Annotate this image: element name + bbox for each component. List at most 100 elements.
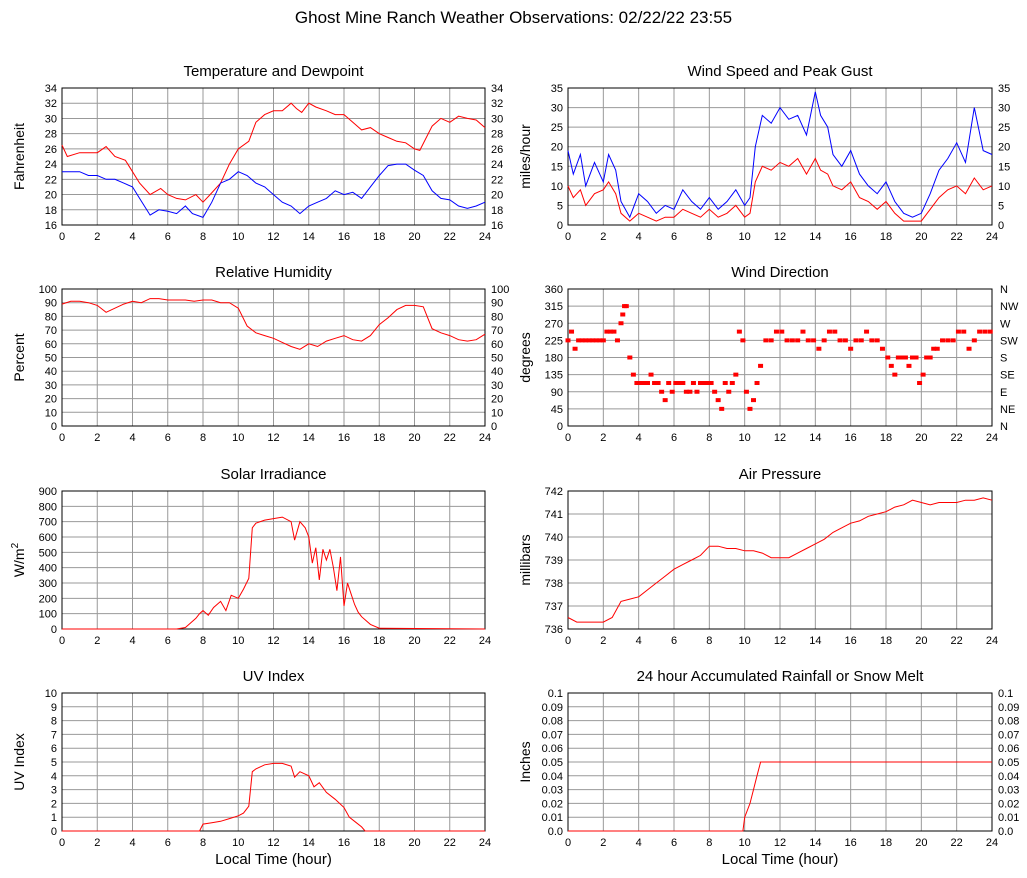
winddir-point [982, 329, 988, 334]
winddir-point [940, 338, 946, 343]
rain-ytick-label: 0.1 [548, 688, 563, 700]
rh-xtick-label: 10 [232, 432, 244, 444]
winddir-compass-label: NW [1000, 301, 1019, 313]
winddir-point [641, 380, 647, 385]
winddir-point [572, 346, 578, 351]
solar-xtick-label: 4 [129, 635, 135, 647]
pressure-ytick-label: 738 [545, 578, 563, 590]
rain-ytick-label: 0.06 [542, 743, 563, 755]
winddir-point [600, 338, 606, 343]
pressure-ytick-label: 736 [545, 624, 563, 636]
winddir-xtick-label: 12 [774, 432, 786, 444]
rh-ytick-label-right: 60 [491, 339, 503, 351]
temp-ytick-label: 20 [45, 190, 57, 202]
rh-ytick-label: 60 [45, 339, 57, 351]
winddir-xtick-label: 18 [880, 432, 892, 444]
winddir-point [837, 338, 843, 343]
winddir-point [961, 329, 967, 334]
rh-ytick-label-right: 50 [491, 353, 503, 365]
uv-xtick-label: 16 [338, 837, 350, 849]
wind-xtick-label: 22 [951, 231, 963, 243]
rain-ytick-label-right: 0.05 [998, 757, 1019, 769]
temp-xtick-label: 2 [94, 231, 100, 243]
rain-ytick-label-right: 0.02 [998, 798, 1019, 810]
wind-ylabel: miles/hour [517, 124, 533, 189]
winddir-title: Wind Direction [731, 264, 829, 281]
winddir-point [637, 380, 643, 385]
rain-xtick-label: 4 [636, 837, 642, 849]
winddir-point [659, 389, 665, 394]
solar-ytick-label: 800 [39, 501, 57, 513]
temp-ytick-label: 34 [45, 83, 57, 95]
wind-frame [567, 87, 993, 226]
rain-xtick-label: 16 [845, 837, 857, 849]
winddir-xtick-label: 14 [809, 432, 821, 444]
wind-title: Wind Speed and Peak Gust [687, 63, 873, 80]
uv-xtick-label: 2 [94, 837, 100, 849]
pressure-series-line-0 [567, 497, 993, 623]
winddir-point [955, 329, 961, 334]
rain-ytick-label-right: 0.04 [998, 771, 1019, 783]
uv-series-line-0 [62, 762, 485, 832]
wind-ytick-label-right: 35 [998, 83, 1010, 95]
solar-xtick-label: 10 [232, 635, 244, 647]
temp-ytick-label-right: 16 [491, 220, 503, 232]
temp-frame [61, 87, 486, 226]
pressure-xtick-label: 4 [636, 635, 642, 647]
winddir-point [848, 346, 854, 351]
winddir-point [740, 338, 746, 343]
temp-xtick-label: 14 [303, 231, 315, 243]
winddir-point [987, 329, 993, 334]
wind-xtick-label: 4 [636, 231, 642, 243]
rh-xtick-label: 24 [479, 432, 491, 444]
wind-xtick-label: 24 [986, 231, 998, 243]
wind-xtick-label: 2 [600, 231, 606, 243]
wind-ytick-label-right: 15 [998, 161, 1010, 173]
wind-xtick-label: 6 [671, 231, 677, 243]
uv-ytick-label: 7 [51, 729, 57, 741]
winddir-point [618, 321, 624, 326]
winddir-point [864, 329, 870, 334]
winddir-point [977, 329, 983, 334]
wind-xtick-label: 8 [706, 231, 712, 243]
rh-ytick-label-right: 100 [491, 284, 509, 296]
uv-xtick-label: 18 [373, 837, 385, 849]
rh-ylabel-text: Percent [11, 333, 27, 381]
solar-ytick-label: 900 [39, 486, 57, 498]
winddir-point [826, 329, 832, 334]
winddir-point [736, 329, 742, 334]
pressure-xtick-label: 2 [600, 635, 606, 647]
rain-ytick-label-right: 0.03 [998, 785, 1019, 797]
temp-xtick-label: 18 [373, 231, 385, 243]
winddir-point [634, 380, 640, 385]
wind-ytick-label-right: 30 [998, 103, 1010, 115]
temp-series-line-1 [62, 163, 486, 219]
pressure-ytick-label: 741 [545, 509, 563, 521]
winddir-ylabel-text: degrees [517, 332, 533, 383]
solar-xtick-label: 18 [373, 635, 385, 647]
temp-ylabel: Fahrenheit [11, 123, 27, 190]
winddir-point [583, 338, 589, 343]
winddir-point [645, 380, 650, 385]
temp-xtick-label: 4 [129, 231, 135, 243]
rain-ytick-label: 0.05 [542, 757, 563, 769]
uv-xtick-label: 6 [165, 837, 171, 849]
temp-xtick-label: 10 [232, 231, 244, 243]
pressure-xtick-label: 16 [845, 635, 857, 647]
winddir-point [906, 363, 912, 368]
winddir-point [733, 372, 739, 377]
winddir-ytick-label: 45 [551, 404, 563, 416]
rh-xtick-label: 20 [408, 432, 420, 444]
winddir-xtick-label: 4 [636, 432, 642, 444]
wind-xtick-label: 16 [845, 231, 857, 243]
winddir-point [590, 338, 596, 343]
rain-xtick-label: 10 [739, 837, 751, 849]
wind-ytick-label-right: 20 [998, 142, 1010, 154]
rain-xtick-label: 20 [915, 837, 927, 849]
solar-frame [61, 490, 486, 630]
rain-xtick-label: 0 [565, 837, 571, 849]
uv-ytick-label: 10 [45, 688, 57, 700]
rain-series-line-0 [568, 761, 992, 832]
